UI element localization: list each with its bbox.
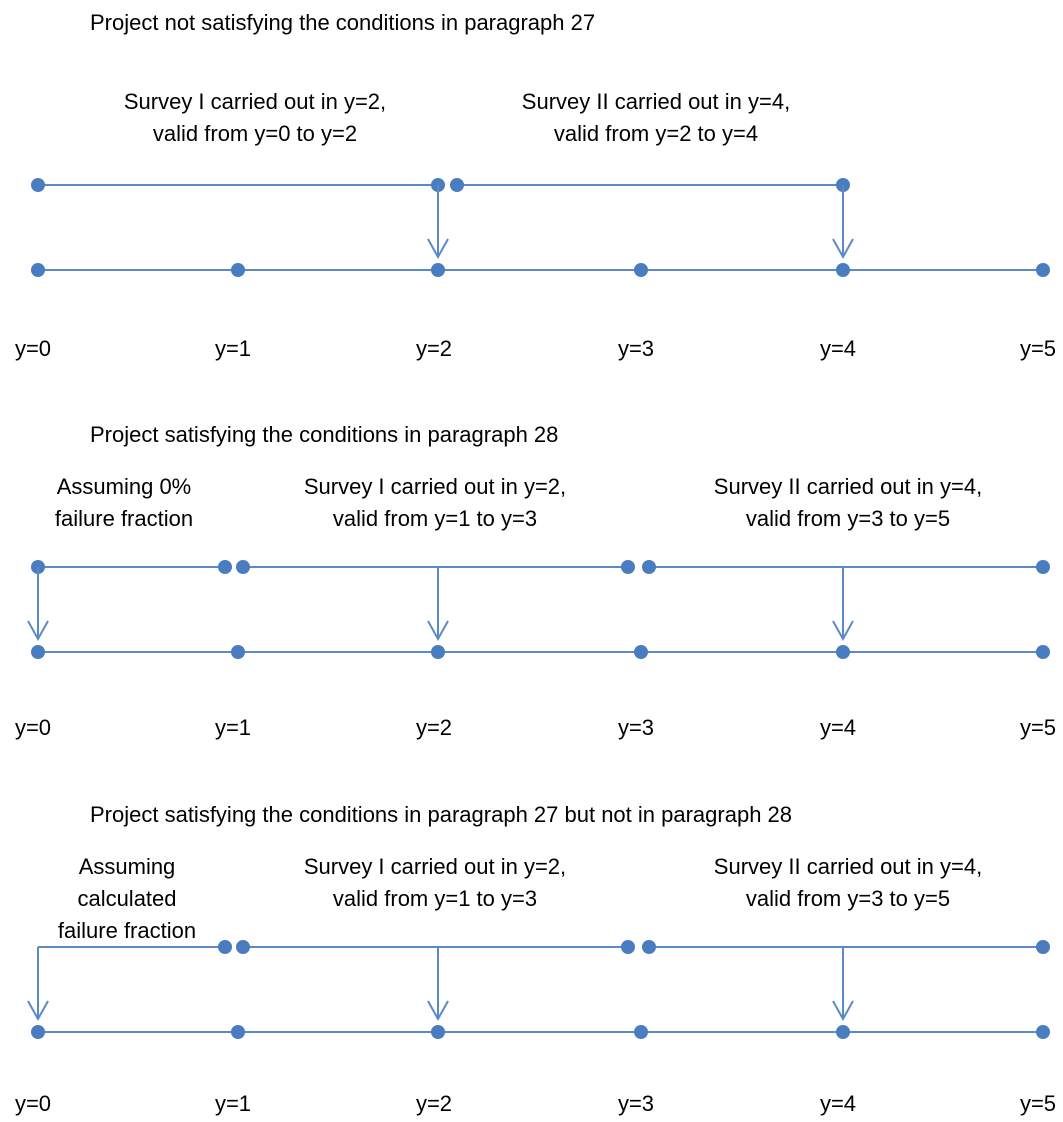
section-2-arrow-3-down-arrow-icon [832, 620, 854, 642]
section-2-tick-label-y2: y=2 [416, 715, 452, 740]
section-1-tick-label-y4: y=4 [820, 336, 856, 361]
section-2-timeline-dot-y5 [1036, 645, 1050, 659]
section-1-timeline-dot-y5 [1036, 263, 1050, 277]
section-1-timeline-dot-y3 [634, 263, 648, 277]
section-3-annotation-3-line-2: valid from y=3 to y=5 [746, 886, 950, 911]
section-2-title: Project satisfying the conditions in par… [90, 422, 558, 447]
section-1-tick-label-y5: y=5 [1020, 336, 1056, 361]
section-3-tick-label-y4: y=4 [820, 1091, 856, 1116]
section-3-annotation-2-line-2: valid from y=1 to y=3 [333, 886, 537, 911]
section-1-bar-2-start-dot [450, 178, 464, 192]
section-3-bar-1-end-dot [218, 940, 232, 954]
section-3-annotation-2-line-1: Survey I carried out in y=2, [304, 854, 566, 879]
section-3-annotation-3-line-1: Survey II carried out in y=4, [714, 854, 982, 879]
section-1-tick-label-y3: y=3 [618, 336, 654, 361]
section-2-arrow-1-down-arrow-icon [27, 620, 49, 642]
section-2-tick-label-y0: y=0 [15, 715, 51, 740]
section-2-tick-label-y1: y=1 [215, 715, 251, 740]
section-2-timeline-dot-y0 [31, 645, 45, 659]
section-3-bar-2-start-dot [236, 940, 250, 954]
section-2-annotation-2-line-2: valid from y=1 to y=3 [333, 506, 537, 531]
section-1-annotation-2-line-2: valid from y=2 to y=4 [554, 121, 758, 146]
section-2-annotation-3-line-2: valid from y=3 to y=5 [746, 506, 950, 531]
section-3-arrow-1-down-arrow-icon [27, 1000, 49, 1022]
section-1-arrow-1-down-arrow-icon [427, 238, 449, 260]
section-2-bar-2-end-dot [621, 560, 635, 574]
section-2-arrow-2-down-arrow-icon [427, 620, 449, 642]
section-2-bar-2-start-dot [236, 560, 250, 574]
section-1-annotation-1-line-2: valid from y=0 to y=2 [153, 121, 357, 146]
section-2: Project satisfying the conditions in par… [15, 422, 1056, 740]
section-1-tick-label-y1: y=1 [215, 336, 251, 361]
section-2-annotation-2-line-1: Survey I carried out in y=2, [304, 474, 566, 499]
section-3-timeline-dot-y2 [431, 1025, 445, 1039]
section-3-bar-2-end-dot [621, 940, 635, 954]
section-3: Project satisfying the conditions in par… [15, 802, 1056, 1116]
section-1-timeline-dot-y1 [231, 263, 245, 277]
section-2-tick-label-y4: y=4 [820, 715, 856, 740]
section-2-timeline-dot-y2 [431, 645, 445, 659]
section-3-arrow-2-down-arrow-icon [427, 1000, 449, 1022]
section-2-timeline-dot-y3 [634, 645, 648, 659]
section-3-title: Project satisfying the conditions in par… [90, 802, 792, 827]
section-3-annotation-1-line-3: failure fraction [58, 918, 196, 943]
section-2-annotation-1-line-1: Assuming 0% [57, 474, 192, 499]
section-3-timeline-dot-y1 [231, 1025, 245, 1039]
section-3-timeline-dot-y4 [836, 1025, 850, 1039]
section-1-timeline-dot-y4 [836, 263, 850, 277]
section-2-bar-3-end-dot [1036, 560, 1050, 574]
section-3-tick-label-y2: y=2 [416, 1091, 452, 1116]
section-3-tick-label-y0: y=0 [15, 1091, 51, 1116]
section-1-timeline-dot-y2 [431, 263, 445, 277]
section-2-timeline-dot-y4 [836, 645, 850, 659]
section-2-timeline-dot-y1 [231, 645, 245, 659]
section-1-annotation-1-line-1: Survey I carried out in y=2, [124, 89, 386, 114]
section-2-bar-3-start-dot [642, 560, 656, 574]
section-2-tick-label-y5: y=5 [1020, 715, 1056, 740]
section-3-timeline-dot-y3 [634, 1025, 648, 1039]
section-3-bar-3-start-dot [642, 940, 656, 954]
section-3-timeline-dot-y0 [31, 1025, 45, 1039]
section-1-arrow-2-down-arrow-icon [832, 238, 854, 260]
section-1-bar-1-start-dot [31, 178, 45, 192]
section-3-tick-label-y3: y=3 [618, 1091, 654, 1116]
section-1-tick-label-y0: y=0 [15, 336, 51, 361]
section-1-tick-label-y2: y=2 [416, 336, 452, 361]
section-1: Project not satisfying the conditions in… [15, 10, 1056, 361]
section-3-annotation-1-line-2: calculated [77, 886, 176, 911]
section-2-tick-label-y3: y=3 [618, 715, 654, 740]
section-3-tick-label-y5: y=5 [1020, 1091, 1056, 1116]
section-2-annotation-1-line-2: failure fraction [55, 506, 193, 531]
section-3-tick-label-y1: y=1 [215, 1091, 251, 1116]
section-2-bar-1-end-dot [218, 560, 232, 574]
section-3-timeline-dot-y5 [1036, 1025, 1050, 1039]
section-1-annotation-2-line-1: Survey II carried out in y=4, [522, 89, 790, 114]
section-1-title: Project not satisfying the conditions in… [90, 10, 595, 35]
section-3-arrow-3-down-arrow-icon [832, 1000, 854, 1022]
section-2-annotation-3-line-1: Survey II carried out in y=4, [714, 474, 982, 499]
section-3-bar-3-end-dot [1036, 940, 1050, 954]
section-3-annotation-1-line-1: Assuming [79, 854, 176, 879]
section-1-timeline-dot-y0 [31, 263, 45, 277]
